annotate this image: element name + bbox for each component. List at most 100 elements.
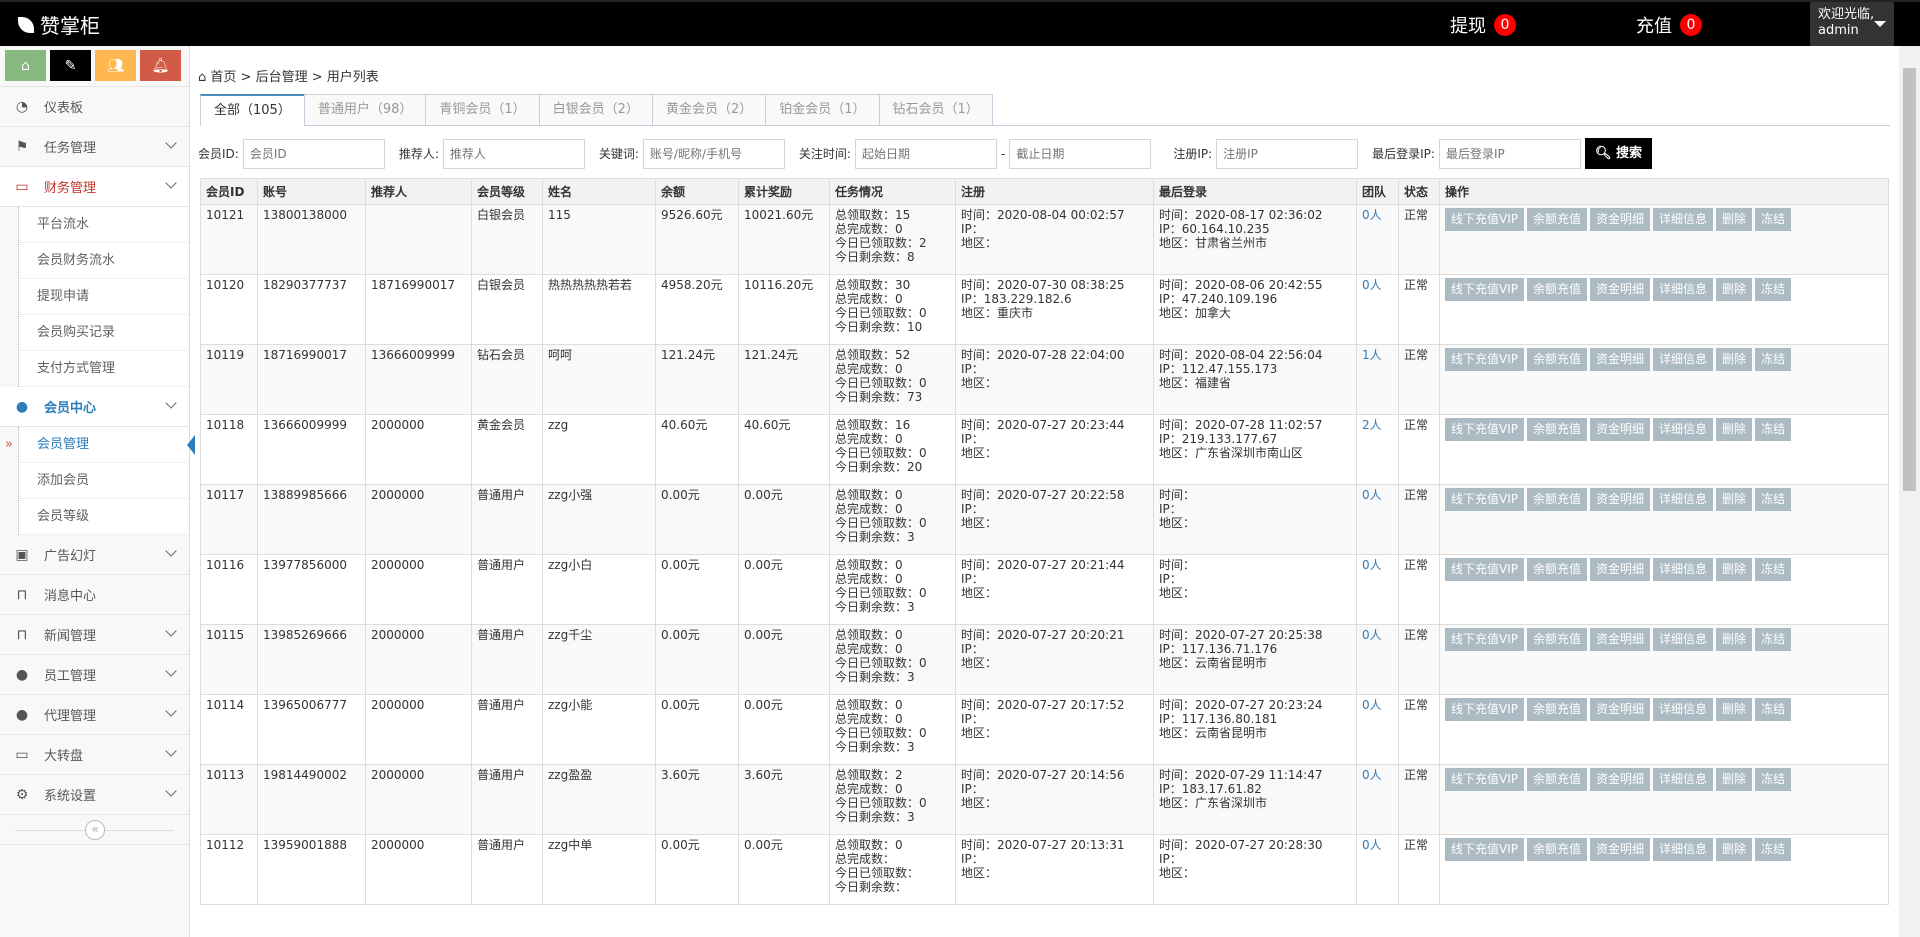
action-button-5[interactable]: 冻结 [1755, 698, 1792, 721]
action-button-2[interactable]: 资金明细 [1590, 208, 1651, 231]
pencil-shortcut-button[interactable]: ✎ [50, 50, 91, 81]
sidebar-item-8[interactable]: ● 代理管理 [0, 695, 189, 735]
action-button-2[interactable]: 资金明细 [1590, 278, 1651, 301]
action-button-5[interactable]: 冻结 [1755, 628, 1792, 651]
action-button-2[interactable]: 资金明细 [1590, 768, 1651, 791]
action-button-5[interactable]: 冻结 [1755, 838, 1792, 861]
action-button-3[interactable]: 详细信息 [1653, 768, 1714, 791]
referrer-input[interactable] [442, 138, 585, 169]
tab-2[interactable]: 青铜会员（1） [425, 94, 540, 125]
sidebar-item-0[interactable]: ◔ 仪表板 [0, 87, 189, 127]
submenu-item[interactable]: 平台流水 [19, 207, 189, 243]
users-shortcut-button[interactable]: 👥︎ [95, 50, 136, 81]
action-button-1[interactable]: 余额充值 [1527, 348, 1588, 371]
breadcrumb-home[interactable]: 首页 [210, 70, 237, 85]
action-button-3[interactable]: 详细信息 [1653, 278, 1714, 301]
action-button-0[interactable]: 线下充值VIP [1445, 558, 1524, 581]
bell-shortcut-button[interactable]: 🔔︎ [140, 50, 181, 81]
action-button-1[interactable]: 余额充值 [1527, 558, 1588, 581]
action-button-0[interactable]: 线下充值VIP [1445, 418, 1524, 441]
scrollbar-thumb[interactable] [1903, 68, 1916, 491]
action-button-5[interactable]: 冻结 [1755, 348, 1792, 371]
action-button-4[interactable]: 删除 [1716, 418, 1753, 441]
action-button-1[interactable]: 余额充值 [1527, 698, 1588, 721]
action-button-0[interactable]: 线下充值VIP [1445, 278, 1524, 301]
action-button-4[interactable]: 删除 [1716, 698, 1753, 721]
member-id-input[interactable] [242, 138, 385, 169]
sidebar-item-6[interactable]: ⊓ 新闻管理 [0, 615, 189, 655]
team-link[interactable]: 0人 [1362, 838, 1382, 852]
action-button-2[interactable]: 资金明细 [1590, 628, 1651, 651]
action-button-4[interactable]: 删除 [1716, 558, 1753, 581]
action-button-1[interactable]: 余额充值 [1527, 768, 1588, 791]
action-button-3[interactable]: 详细信息 [1653, 558, 1714, 581]
sidebar-item-7[interactable]: ● 员工管理 [0, 655, 189, 695]
tab-5[interactable]: 铂金会员（1） [765, 94, 880, 125]
action-button-4[interactable]: 删除 [1716, 838, 1753, 861]
sidebar-item-5[interactable]: ⊓ 消息中心 [0, 575, 189, 615]
action-button-5[interactable]: 冻结 [1755, 488, 1792, 511]
submenu-item[interactable]: 支付方式管理 [19, 351, 189, 387]
sidebar-item-1[interactable]: ⚑ 任务管理 [0, 127, 189, 167]
submenu-item[interactable]: 添加会员 [19, 463, 189, 499]
sidebar-item-3[interactable]: ● 会员中心 [0, 387, 189, 427]
action-button-2[interactable]: 资金明细 [1590, 698, 1651, 721]
sidebar-item-2[interactable]: ▭ 财务管理 [0, 167, 189, 207]
action-button-2[interactable]: 资金明细 [1590, 418, 1651, 441]
search-button[interactable]: 🔍︎ 搜索 [1584, 138, 1653, 169]
action-button-1[interactable]: 余额充值 [1527, 208, 1588, 231]
action-button-4[interactable]: 删除 [1716, 768, 1753, 791]
breadcrumb-admin[interactable]: 后台管理 [255, 70, 308, 85]
action-button-5[interactable]: 冻结 [1755, 418, 1792, 441]
keyword-input[interactable] [642, 138, 785, 169]
action-button-1[interactable]: 余额充值 [1527, 278, 1588, 301]
submenu-item[interactable]: 提现申请 [19, 279, 189, 315]
action-button-4[interactable]: 删除 [1716, 278, 1753, 301]
team-link[interactable]: 0人 [1362, 768, 1382, 782]
action-button-0[interactable]: 线下充值VIP [1445, 488, 1524, 511]
action-button-3[interactable]: 详细信息 [1653, 208, 1714, 231]
scrollbar[interactable] [1899, 46, 1920, 937]
tab-4[interactable]: 黄金会员（2） [651, 94, 767, 125]
sidebar-item-10[interactable]: ⚙ 系统设置 [0, 775, 189, 815]
end-date-input[interactable] [1009, 138, 1152, 169]
recharge-link[interactable]: 充值 0 [1636, 12, 1702, 38]
reg-ip-input[interactable] [1216, 138, 1359, 169]
home-shortcut-button[interactable]: ⌂ [5, 50, 46, 81]
action-button-3[interactable]: 详细信息 [1653, 628, 1714, 651]
submenu-item[interactable]: 会员管理 [5, 427, 195, 463]
withdraw-link[interactable]: 提现 0 [1450, 12, 1516, 38]
action-button-1[interactable]: 余额充值 [1527, 418, 1588, 441]
team-link[interactable]: 0人 [1362, 558, 1382, 572]
team-link[interactable]: 0人 [1362, 278, 1382, 292]
submenu-item[interactable]: 会员购买记录 [19, 315, 189, 351]
action-button-4[interactable]: 删除 [1716, 348, 1753, 371]
tab-0[interactable]: 全部（105） [200, 94, 305, 126]
action-button-4[interactable]: 删除 [1716, 208, 1753, 231]
brand-logo[interactable]: 赞掌柜 [18, 10, 100, 39]
action-button-1[interactable]: 余额充值 [1527, 628, 1588, 651]
action-button-0[interactable]: 线下充值VIP [1445, 348, 1524, 371]
action-button-5[interactable]: 冻结 [1755, 558, 1792, 581]
team-link[interactable]: 0人 [1362, 698, 1382, 712]
user-menu[interactable]: 欢迎光临, admin [1810, 2, 1894, 46]
sidebar-item-9[interactable]: ▭ 大转盘 [0, 735, 189, 775]
action-button-5[interactable]: 冻结 [1755, 278, 1792, 301]
action-button-3[interactable]: 详细信息 [1653, 418, 1714, 441]
action-button-3[interactable]: 详细信息 [1653, 698, 1714, 721]
action-button-2[interactable]: 资金明细 [1590, 558, 1651, 581]
action-button-5[interactable]: 冻结 [1755, 208, 1792, 231]
tab-1[interactable]: 普通用户（98） [303, 94, 427, 125]
submenu-item[interactable]: 会员财务流水 [19, 243, 189, 279]
submenu-item[interactable]: 会员等级 [19, 499, 189, 535]
action-button-0[interactable]: 线下充值VIP [1445, 698, 1524, 721]
action-button-0[interactable]: 线下充值VIP [1445, 768, 1524, 791]
team-link[interactable]: 2人 [1362, 418, 1382, 432]
team-link[interactable]: 0人 [1362, 208, 1382, 222]
action-button-2[interactable]: 资金明细 [1590, 838, 1651, 861]
last-ip-input[interactable] [1438, 138, 1581, 169]
start-date-input[interactable] [854, 138, 997, 169]
action-button-0[interactable]: 线下充值VIP [1445, 208, 1524, 231]
action-button-2[interactable]: 资金明细 [1590, 348, 1651, 371]
collapse-icon[interactable]: « [85, 820, 105, 840]
